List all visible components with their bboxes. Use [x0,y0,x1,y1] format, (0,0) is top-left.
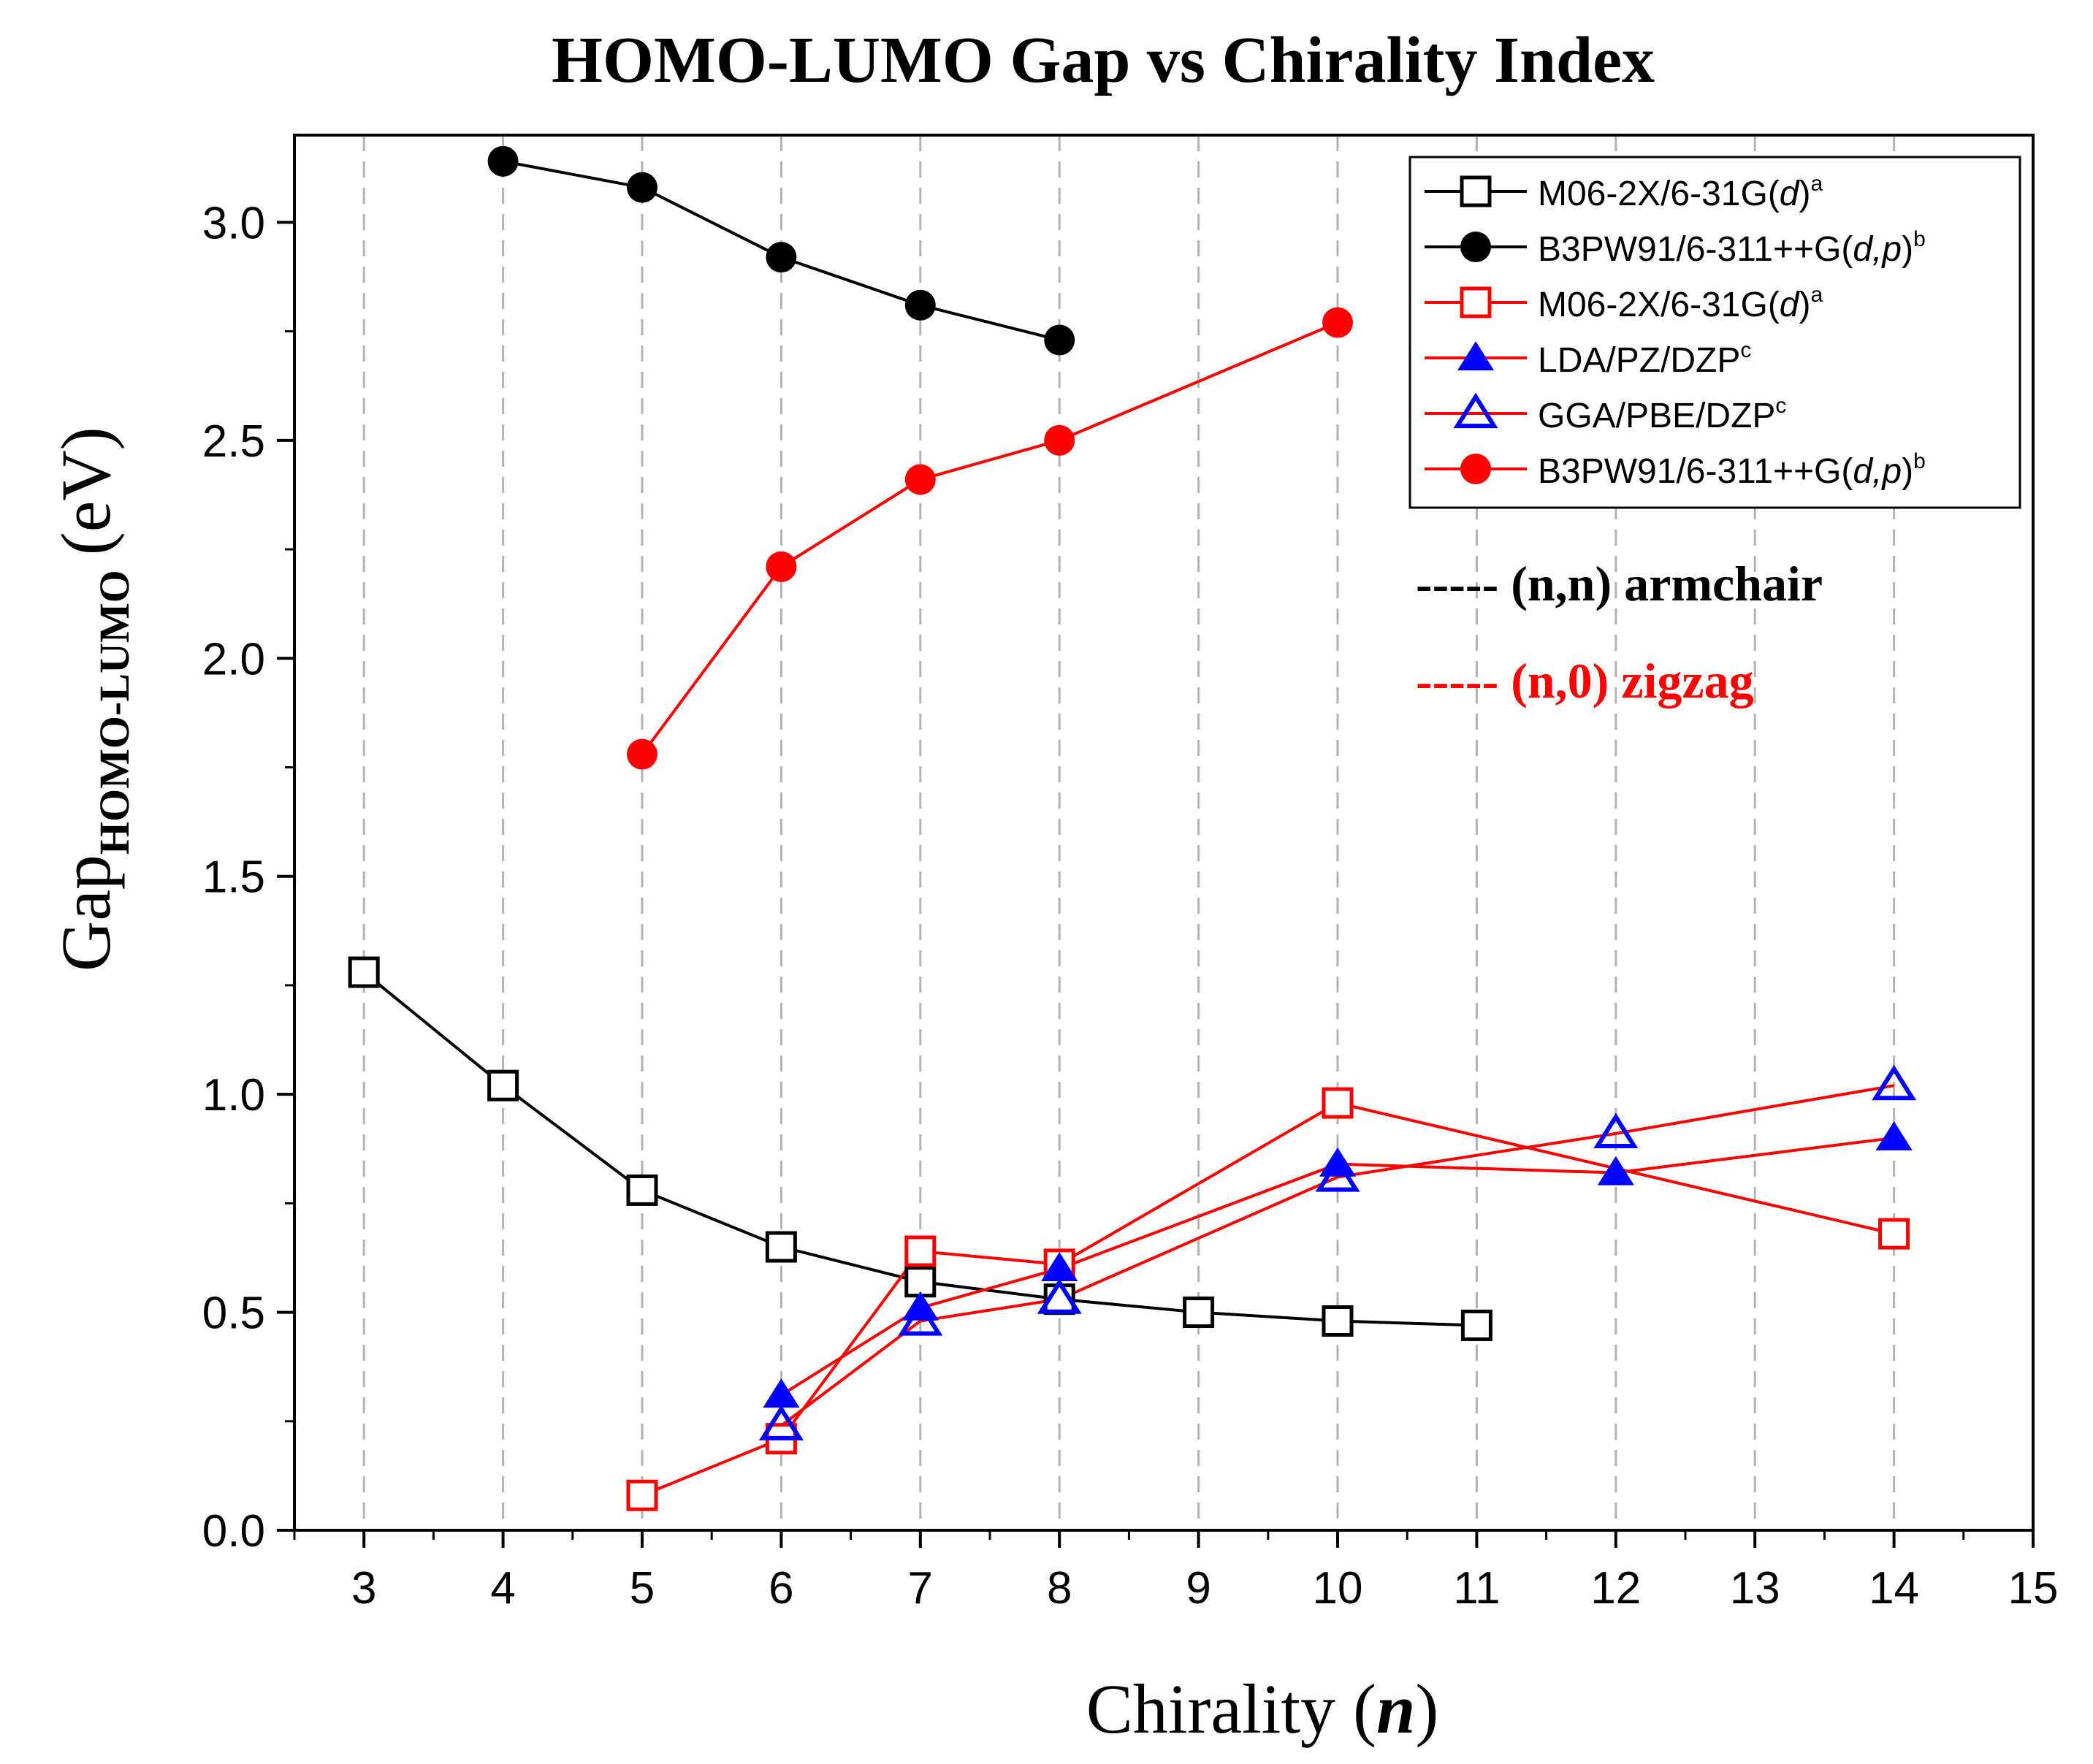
x-tick-label: 8 [1047,1563,1072,1614]
x-tick-label: 4 [490,1563,515,1614]
x-tick-label: 14 [1869,1563,1919,1614]
series-layer [348,145,1917,1511]
series-0-point [487,1069,519,1101]
y-tick-label: 0.5 [202,1288,265,1339]
series-0-point [765,1231,797,1263]
series-2-point [1322,1087,1354,1119]
legend-marker [1460,232,1491,262]
series-4-point [1593,1112,1639,1148]
y-tick-label: 0.0 [202,1506,265,1557]
y-tick-label: 2.0 [202,634,265,684]
chart-title: HOMO-LUMO Gap vs Chirality Index [552,24,1655,96]
legend-label: LDA/PZ/DZPc [1538,338,1751,380]
series-1-point [627,172,657,203]
series-line-4 [780,1084,1894,1427]
legend-marker [1460,175,1492,207]
series-2-point [1878,1218,1910,1250]
y-tick-label: 2.5 [202,416,265,467]
legend: M06-2X/6-31G(d)a B3PW91/6-311++G(d,p)b M06… [1408,156,2021,509]
plot-frame [293,134,2035,1532]
series-0-point [1183,1297,1215,1329]
series-5-point [766,551,797,582]
legend-box [1408,156,2021,509]
legend-label: GGA/PBE/DZPc [1538,394,1786,435]
legend-marker [1460,454,1491,484]
x-tick-label: 10 [1313,1563,1363,1614]
series-4-point [758,1405,804,1440]
series-0-point [904,1266,937,1298]
x-tick-label: 9 [1186,1563,1211,1614]
y-tick-label: 1.5 [202,852,265,903]
legend-marker [1453,392,1498,429]
x-axis-label: Chirality (n) [1086,1670,1439,1748]
y-tick-label: 1.0 [202,1070,265,1120]
x-tick-label: 12 [1590,1563,1641,1614]
x-tick-label: 6 [769,1563,793,1614]
series-2-point [626,1479,658,1511]
x-tick-label: 15 [2008,1563,2059,1614]
series-5-point [904,464,936,495]
series-5-point [627,738,657,770]
series-line-3 [780,1136,1894,1397]
x-tick-label: 7 [908,1563,933,1614]
legend-marker [1457,341,1495,371]
series-3-point [1597,1156,1634,1185]
series-line-2 [641,1101,1895,1497]
legend-label: M06-2X/6-31G(d)a [1538,283,1823,324]
legend-label: B3PW91/6-311++G(d,p)b [1538,449,1926,491]
series-4-point [1872,1064,1917,1101]
legend-label: B3PW91/6-311++G(d,p)b [1538,227,1926,269]
series-1-point [766,242,797,273]
series-0-point [1460,1309,1492,1341]
series-1-point [904,289,936,321]
series-5-point [1044,424,1075,456]
series-4-point [1315,1156,1360,1192]
series-5-point [1322,307,1353,338]
series-2-point [904,1235,937,1267]
x-tick-label: 3 [351,1563,376,1614]
series-1-point [487,145,519,177]
legend-marker [1460,286,1492,318]
series-3-point [1875,1121,1913,1150]
y-tick-label: 3.0 [202,198,265,248]
series-0-point [1322,1305,1354,1337]
annotation-armchair: ----- (n,n) armchair [1416,556,1823,611]
annotation-zigzag: ----- (n,0) zigzag [1416,653,1754,709]
series-3-point [763,1378,800,1408]
series-line-5 [641,321,1338,755]
x-tick-label: 5 [630,1563,655,1614]
x-tick-label: 13 [1730,1563,1780,1614]
series-4-point [1037,1278,1082,1314]
series-3-point [1041,1252,1078,1281]
series-4-point [898,1300,943,1336]
series-0-point [626,1174,658,1206]
series-1-point [1044,324,1075,356]
x-tick-label: 11 [1453,1563,1500,1614]
axes: 3 4 5 6 7 8 9 10 11 12 13 14 15 0.0 0.5 1.0 1.5 2.0 2.5 3.0 [202,198,2059,1614]
series-0-point [348,956,380,988]
y-axis-label: GapHOMO-LUMO(eV) [47,427,138,971]
legend-label: M06-2X/6-31G(d)a [1538,172,1823,213]
